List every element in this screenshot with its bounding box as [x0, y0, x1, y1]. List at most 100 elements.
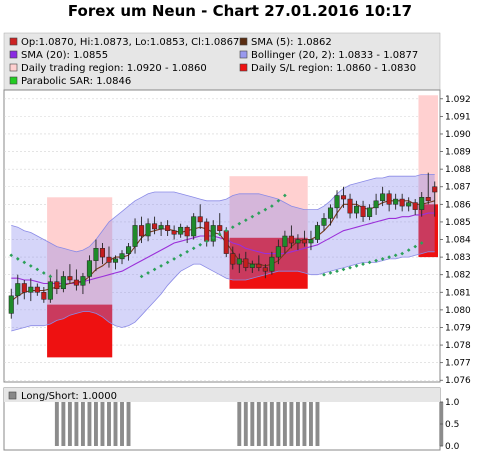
candle-body	[165, 225, 171, 231]
candle-body	[367, 207, 373, 217]
psar-dot	[354, 264, 359, 268]
long-short-legend-label: Long/Short: 1.0000	[21, 391, 117, 402]
psar-dot	[419, 241, 424, 245]
y-tick-label: 1.085	[445, 218, 471, 228]
legend-label: SMA (20): 1.0855	[21, 50, 108, 61]
candle-body	[380, 193, 386, 202]
psar-dot	[276, 198, 281, 203]
candle-body	[210, 225, 216, 242]
candle-body	[204, 221, 210, 242]
psar-dot	[335, 269, 339, 274]
legend: Op:1.0870, Hi:1.0873, Lo:1.0853, Cl:1.08…	[3, 32, 441, 91]
y-tick-label: 1.083	[445, 253, 471, 263]
y-tick-label: 1.087	[445, 183, 471, 193]
legend-swatch	[239, 50, 248, 59]
psar-dot	[185, 249, 189, 254]
candle-body	[360, 205, 366, 217]
psar-dot	[191, 246, 196, 251]
psar-dot	[367, 260, 372, 265]
y-tick-label: 1.091	[445, 112, 471, 122]
psar-dot	[348, 265, 352, 270]
candle-body	[399, 198, 405, 207]
ls-tick-label: 1.0	[445, 398, 460, 408]
psar-dot	[406, 248, 411, 252]
y-tick-label: 1.082	[445, 271, 471, 281]
candle-body	[249, 263, 255, 268]
long-short-axis: 1.0 0.5 0.0	[440, 398, 460, 452]
psar-dot	[230, 225, 235, 230]
candle-body	[223, 230, 229, 254]
candle-body	[132, 225, 138, 247]
psar-dot	[172, 257, 176, 261]
y-tick-label: 1.090	[445, 130, 471, 140]
long-short-panel: Long/Short: 1.0000 1.0 0.5 0.0	[3, 387, 460, 452]
long-short-bar	[100, 402, 105, 446]
long-short-legend-swatch	[8, 391, 17, 400]
candle-body	[152, 223, 158, 230]
psar-dot	[250, 214, 255, 219]
candle-body	[158, 225, 164, 230]
candlesticks	[8, 172, 438, 319]
candle-body	[15, 283, 21, 297]
daily-sl-region	[418, 204, 438, 258]
psar-dot	[400, 251, 405, 256]
y-tick-label: 1.092	[445, 95, 471, 105]
candle-body	[288, 235, 294, 244]
long-short-bar	[250, 402, 255, 446]
psar-dot	[374, 258, 378, 263]
candle-body	[28, 286, 34, 293]
candle-body	[73, 279, 79, 286]
long-short-bar	[309, 402, 313, 446]
legend-swatch	[9, 50, 18, 59]
candle-body	[327, 207, 334, 219]
psar-dot	[48, 274, 53, 279]
candle-body	[393, 198, 399, 205]
candle-body	[21, 283, 27, 293]
candle-body	[236, 258, 242, 265]
legend-swatch	[9, 76, 18, 85]
candle-body	[99, 248, 105, 258]
candle-body	[34, 286, 40, 293]
psar-dot	[361, 262, 365, 266]
legend-swatch	[9, 37, 18, 46]
bollinger-lower-line	[11, 251, 435, 332]
psar-dot	[256, 211, 261, 215]
y-tick-label: 1.084	[445, 236, 471, 246]
psar-dot	[328, 271, 333, 275]
candle-body	[262, 267, 268, 272]
long-short-bar	[74, 402, 79, 446]
long-short-bar	[282, 402, 287, 446]
legend-label: Bollinger (20, 2): 1.0833 - 1.0877	[251, 50, 418, 61]
price-panel: 1.092 1.091 1.090 1.089 1.088 1.087 1.086 1.085…	[3, 89, 471, 386]
long-short-bar	[256, 402, 261, 446]
candle-body	[354, 205, 360, 214]
legend-swatch	[9, 63, 18, 72]
y-tick-label: 1.076	[445, 376, 471, 386]
candle-body	[282, 235, 288, 247]
candle-body	[269, 256, 275, 272]
chart-title: Forex um Neun - Chart 27.01.2016 10:17	[67, 2, 413, 20]
candle-body	[419, 197, 425, 210]
legend-label: SMA (5): 1.0862	[251, 37, 332, 48]
candle-body	[47, 281, 53, 300]
y-tick-label: 1.078	[445, 341, 471, 351]
candle-body	[334, 195, 340, 209]
y-tick-label: 1.088	[445, 165, 471, 175]
legend-swatch	[239, 37, 248, 46]
candle-body	[321, 218, 327, 226]
candle-body	[197, 216, 203, 223]
legend-swatch	[239, 63, 248, 72]
psar-dot	[152, 267, 157, 272]
long-short-bars	[54, 402, 444, 446]
y-tick-label: 1.089	[445, 148, 471, 158]
candle-body	[314, 225, 320, 240]
candle-body	[106, 256, 112, 263]
long-short-bar	[289, 402, 294, 446]
ls-tick-label: 0.5	[445, 420, 459, 430]
long-short-bar	[94, 402, 98, 446]
long-short-bar	[87, 402, 92, 446]
candle-body	[217, 225, 223, 231]
candle-body	[184, 226, 190, 237]
psar-dot	[243, 218, 248, 223]
long-short-bar	[54, 402, 59, 446]
